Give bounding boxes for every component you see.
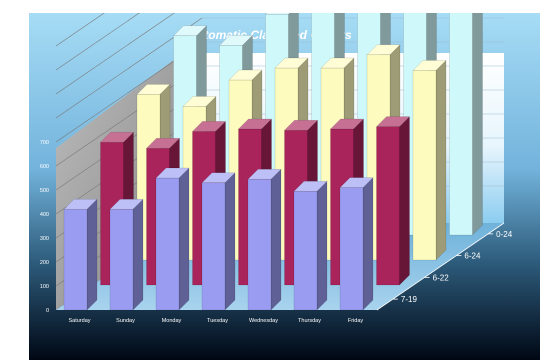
bar-top-face [192, 121, 226, 132]
bar-7-19-tuesday [201, 172, 236, 311]
bar-top-face [155, 167, 190, 179]
depth-axis-labels: 7-19 6-22 6-24 0-24 [376, 222, 513, 311]
bar-front-face [449, 13, 473, 236]
bar-front-face [339, 187, 364, 311]
bar-side-face [270, 168, 282, 311]
x-tick-label: Monday [162, 318, 182, 324]
bar-6-24-friday [412, 59, 447, 261]
y-tick-label: 400 [40, 212, 49, 218]
bar-front-face [293, 190, 318, 311]
x-tick-label: Wednesday [249, 318, 278, 324]
x-axis-labels: Saturday Sunday Monday Tuesday Wednesday Thur… [68, 318, 363, 324]
depth-tick-label: 0-24 [496, 230, 513, 239]
x-tick-label: Saturday [68, 318, 90, 324]
bar-side-face [435, 59, 447, 261]
bar-top-face [219, 35, 253, 46]
bar-front-face [412, 70, 437, 261]
y-tick-label: 600 [40, 164, 49, 170]
gridline-side [55, 13, 105, 47]
bar-top-face [376, 116, 410, 127]
bar-top-face [238, 118, 272, 130]
bars [63, 13, 483, 311]
gridline-side [55, 13, 140, 71]
y-tick-label: 300 [40, 236, 49, 242]
x-tick-label: Thursday [298, 318, 321, 324]
bar-top-face [320, 57, 355, 69]
depth-axis-line [376, 222, 505, 311]
bar-side-face [399, 116, 410, 286]
bar-side-face [224, 172, 236, 311]
bar-top-face [201, 172, 236, 184]
y-tick-label: 700 [40, 140, 49, 146]
bar-7-19-sunday [109, 198, 144, 311]
y-axis-ticks: 0 100 200 300 400 500 600 700 [40, 140, 49, 314]
bar-front-face [247, 178, 272, 311]
x-tick-label: Tuesday [207, 318, 228, 324]
bar-top-face [284, 119, 318, 131]
depth-tick-label: 7-19 [401, 295, 418, 304]
x-tick-label: Sunday [116, 318, 135, 324]
bar-side-face [472, 13, 483, 236]
bar-front-face [201, 182, 226, 311]
bar-front-face [109, 208, 134, 311]
bar-top-face [339, 177, 374, 188]
chart-svg: Automatic Classified Counts 010020030040… [29, 13, 540, 360]
bar-top-face [293, 180, 328, 192]
bar-top-face [146, 137, 180, 149]
bar-side-face [132, 198, 144, 311]
chart-frame: Automatic Classified Counts 010020030040… [29, 13, 540, 360]
bar-side-face [178, 167, 190, 311]
bar-top-face [109, 198, 144, 210]
bar-top-face [136, 84, 171, 95]
bar-0-24-friday [449, 13, 483, 236]
bar-side-face [316, 180, 328, 311]
bar-top-face [412, 60, 447, 71]
bar-top-face [274, 57, 309, 69]
bar-top-face [265, 13, 290, 15]
bar-top-face [366, 44, 401, 55]
bar-top-face [63, 198, 98, 210]
depth-tick-label: 6-22 [433, 273, 450, 282]
bar-front-face [63, 208, 88, 311]
bar-7-19-saturday [63, 198, 98, 311]
y-tick-label: 500 [40, 188, 49, 194]
bar-6-22-friday [376, 116, 410, 286]
bar-7-19-wednesday [247, 168, 282, 311]
bar-top-face [228, 69, 263, 81]
bar-side-face [362, 177, 374, 311]
y-tick-label: 100 [40, 284, 49, 290]
gridline-side [55, 13, 175, 95]
bar-top-face [100, 131, 134, 143]
bar-side-face [86, 198, 98, 311]
y-tick-label: 200 [40, 260, 49, 266]
bar-top-face [330, 118, 364, 130]
bar-top-face [173, 25, 207, 36]
bar-7-19-thursday [293, 180, 328, 311]
x-tick-label: Friday [348, 318, 364, 324]
bar-7-19-friday [339, 177, 374, 311]
bar-top-face [182, 96, 217, 107]
bar-top-face [247, 168, 282, 180]
bar-front-face [376, 126, 400, 286]
depth-tick-label: 6-24 [464, 252, 481, 261]
bar-front-face [155, 177, 180, 311]
bar-7-19-monday [155, 167, 190, 311]
y-tick-label: 0 [46, 308, 49, 314]
